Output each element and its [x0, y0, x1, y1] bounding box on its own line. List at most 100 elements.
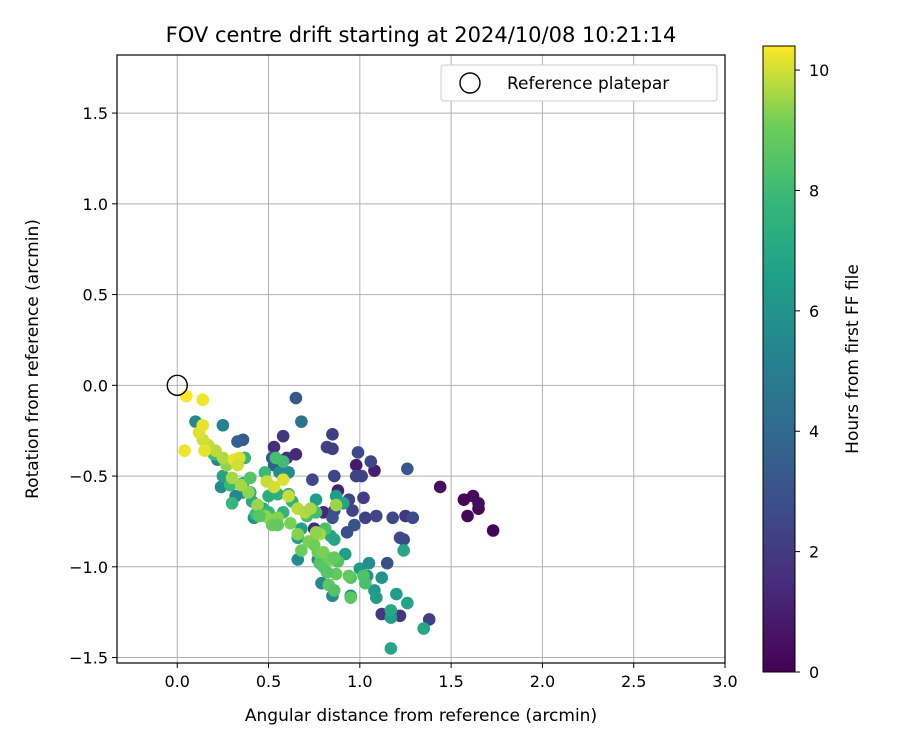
- x-axis-ticks: 0.0 0.5 1.0 1.5 2.0 2.5 3.0: [165, 663, 738, 691]
- data-point: [344, 591, 358, 604]
- x-tick-label: 1.5: [438, 672, 463, 691]
- data-point: [231, 435, 244, 448]
- legend: Reference platepar: [440, 64, 718, 102]
- y-tick-label: −0.5: [69, 467, 108, 486]
- data-point: [225, 471, 239, 485]
- data-point: [472, 496, 485, 510]
- x-tick-label: 1.0: [347, 672, 372, 691]
- colorbar-tick-label: 8: [809, 181, 819, 200]
- data-point: [269, 451, 283, 465]
- legend-box: [440, 64, 718, 102]
- x-tick-label: 0.0: [165, 672, 190, 691]
- x-tick-label: 2.5: [621, 672, 646, 691]
- data-point: [327, 584, 341, 597]
- data-point: [349, 458, 363, 472]
- colorbar-gradient: [762, 45, 796, 673]
- data-point: [243, 471, 257, 485]
- data-point: [295, 415, 308, 428]
- data-point: [342, 569, 356, 583]
- data-point: [386, 511, 399, 525]
- data-point: [196, 393, 210, 407]
- data-point: [348, 518, 361, 532]
- plot-frame: [116, 54, 726, 664]
- data-points: [178, 389, 500, 655]
- data-point: [304, 502, 317, 516]
- data-point: [306, 473, 319, 486]
- y-axis-ticks: −1.5 −1.0 −0.5 0.0 0.5 1.0 1.5: [69, 104, 117, 668]
- colorbar-tick-label: 2: [809, 543, 819, 562]
- data-point: [225, 496, 239, 510]
- data-point: [326, 511, 339, 525]
- data-point: [326, 442, 339, 456]
- data-point: [282, 489, 295, 503]
- data-point: [384, 642, 398, 655]
- data-point: [198, 444, 211, 457]
- data-point: [271, 518, 284, 532]
- data-point: [364, 455, 378, 468]
- data-point: [375, 571, 389, 584]
- data-point: [307, 538, 321, 552]
- data-point: [309, 526, 323, 539]
- colorbar-tick-label: 0: [809, 663, 819, 682]
- data-point: [178, 444, 191, 457]
- data-point: [417, 622, 431, 635]
- data-point: [355, 469, 368, 483]
- x-tick-label: 3.0: [712, 672, 737, 691]
- y-tick-label: 1.5: [83, 104, 108, 123]
- data-point: [216, 418, 230, 432]
- data-point: [359, 511, 372, 525]
- y-tick-label: −1.0: [69, 558, 108, 577]
- data-point: [327, 551, 341, 565]
- y-tick-label: 0.0: [83, 376, 108, 395]
- data-point: [231, 458, 244, 472]
- y-tick-label: −1.5: [69, 649, 108, 668]
- data-point: [276, 429, 290, 443]
- data-point: [351, 446, 365, 459]
- colorbar-tick-label: 4: [809, 422, 819, 441]
- y-tick-label: 0.5: [83, 286, 108, 305]
- data-point: [433, 480, 447, 494]
- data-point: [196, 418, 210, 432]
- x-axis-label: Angular distance from reference (arcmin): [245, 706, 597, 726]
- data-point: [390, 587, 403, 601]
- data-point: [359, 576, 372, 590]
- x-tick-label: 0.5: [256, 672, 281, 691]
- data-point: [369, 591, 383, 604]
- data-point: [327, 533, 341, 546]
- data-point: [329, 498, 343, 512]
- x-tick-label: 2.0: [530, 672, 555, 691]
- grid-lines: [117, 55, 726, 663]
- colorbar-tick-label: 10: [809, 61, 829, 80]
- data-point: [346, 504, 359, 517]
- data-point: [486, 524, 500, 537]
- colorbar: 0 2 4 6 8 10 Hours from first FF file: [762, 45, 863, 682]
- data-point: [180, 389, 193, 403]
- data-point: [251, 498, 264, 512]
- data-point: [327, 469, 341, 483]
- y-axis-label: Rotation from reference (arcmin): [23, 219, 43, 499]
- data-point: [461, 509, 474, 523]
- data-point: [369, 509, 383, 523]
- data-point: [284, 516, 297, 530]
- data-point: [309, 493, 323, 506]
- legend-open-circle-icon: [459, 72, 481, 94]
- data-point: [267, 480, 281, 494]
- data-point: [289, 391, 303, 405]
- data-point: [362, 556, 376, 570]
- reference-platepar-marker: [166, 374, 188, 397]
- data-point: [457, 493, 471, 506]
- y-tick-label: 1.0: [83, 195, 108, 214]
- data-point: [253, 509, 266, 523]
- data-point: [357, 491, 370, 505]
- data-point: [276, 473, 290, 486]
- data-point: [320, 565, 334, 579]
- data-point: [291, 527, 305, 541]
- data-point: [406, 511, 420, 525]
- data-point: [401, 462, 414, 476]
- data-point: [422, 613, 436, 626]
- data-point: [326, 428, 339, 441]
- data-point: [397, 544, 410, 557]
- legend-label: Reference platepar: [507, 74, 669, 94]
- data-point: [295, 544, 308, 557]
